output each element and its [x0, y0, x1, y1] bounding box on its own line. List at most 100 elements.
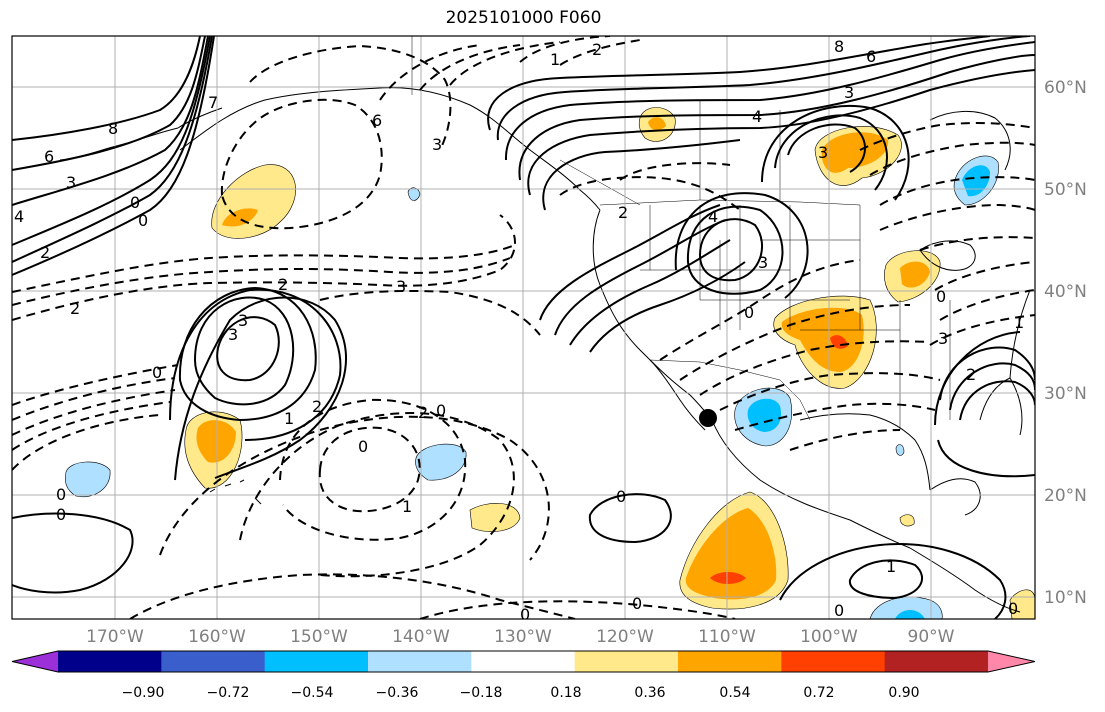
- lon-label: 120°W: [596, 627, 654, 647]
- contour-labels: 2 1 8 6 6 3 4 3 8 7 6 3 3 4 2 2 2 4 3 0 …: [14, 37, 1024, 624]
- hudson-bay-coast: [929, 110, 1011, 171]
- contour-label: 1: [402, 497, 412, 516]
- contour-line: [12, 36, 215, 276]
- colorbar-swatch: [264, 651, 369, 672]
- contour-line: [539, 204, 721, 321]
- contour-line: [939, 289, 1035, 321]
- contour-line: [848, 559, 924, 600]
- contour-line: [542, 139, 741, 211]
- baja-coast: [649, 359, 706, 431]
- contour-label: 2: [278, 275, 288, 294]
- contour-line: [619, 162, 731, 181]
- contour-line: [12, 214, 516, 321]
- shade-negative: [65, 461, 111, 498]
- contour-label: 2: [40, 243, 50, 262]
- lat-label: 20°N: [1044, 486, 1087, 506]
- contour-line: [12, 512, 134, 594]
- contour-label: 3: [844, 83, 854, 102]
- shade-positive: [469, 502, 521, 532]
- latitude-labels: 60°N 50°N 40°N 30°N 20°N 10°N: [1044, 78, 1087, 608]
- mexico-coast: [711, 419, 911, 549]
- contour-line: [554, 219, 726, 336]
- contour-line: [12, 244, 516, 293]
- lat-label: 60°N: [1044, 78, 1087, 98]
- colorbar-swatch: [781, 651, 886, 672]
- contour-line: [519, 36, 611, 63]
- lon-label: 140°W: [392, 627, 450, 647]
- contour-label: 8: [834, 37, 844, 56]
- contour-line: [569, 239, 731, 346]
- shade-positive: [900, 261, 930, 288]
- shade-positive: [648, 117, 666, 131]
- contour-line: [589, 261, 746, 353]
- contours-positive: [12, 36, 1035, 619]
- lon-label: 150°W: [290, 627, 348, 647]
- shade-negative: [895, 444, 905, 456]
- contour-label: 2: [618, 203, 628, 222]
- colorbar-ticks: −0.90 −0.72 −0.54 −0.36 −0.18 0.18 0.36 …: [122, 685, 920, 701]
- contour-line: [496, 36, 1031, 141]
- contour-label: 2: [966, 365, 976, 384]
- contour-line: [929, 314, 1035, 346]
- colorbar-extend-low: [12, 651, 58, 672]
- contour-label: 8: [108, 119, 118, 138]
- contour-line: [527, 69, 1035, 196]
- contour-line: [178, 286, 317, 422]
- contour-label: 1: [1014, 313, 1024, 332]
- central-america-coast: [909, 547, 1021, 613]
- shade-negative: [415, 443, 467, 481]
- contour-line: [879, 176, 1035, 206]
- contour-line: [319, 289, 541, 336]
- yucatan-coast: [929, 478, 981, 516]
- colorbar-swatch: [471, 651, 576, 672]
- us-mexico-border: [649, 359, 811, 421]
- contour-label: 3: [818, 143, 828, 162]
- contour-label: 6: [866, 47, 876, 66]
- contour-label: 1: [550, 50, 560, 69]
- contour-label: 2: [418, 403, 428, 422]
- contour-label: 3: [938, 329, 948, 348]
- map-panel: 2 1 8 6 6 3 4 3 8 7 6 3 3 4 2 2 2 4 3 0 …: [12, 36, 1035, 624]
- contour-line: [220, 98, 383, 230]
- map-frame: [11, 35, 1036, 620]
- contour-label: 0: [358, 437, 368, 456]
- contour-line: [12, 36, 206, 171]
- colorbar-tick-label: −0.36: [376, 685, 419, 701]
- contour-line: [12, 377, 176, 421]
- shade-positive: [710, 572, 746, 584]
- contour-line: [216, 316, 280, 382]
- contour-line: [559, 176, 741, 211]
- contour-line: [789, 429, 901, 451]
- contour-line: [588, 493, 672, 544]
- contour-line: [949, 362, 1035, 411]
- contour-line: [734, 402, 936, 431]
- contour-label: 0: [56, 505, 66, 524]
- contours-negative: [12, 36, 1035, 619]
- contour-label: 0: [632, 594, 642, 613]
- east-coast: [1009, 289, 1031, 379]
- lon-label: 110°W: [698, 627, 756, 647]
- contour-line: [699, 340, 931, 396]
- canada-province-borders: [559, 100, 781, 206]
- contour-label: 0: [436, 401, 446, 420]
- colorbar-swatch: [58, 651, 162, 672]
- colorbar-swatches: [11, 650, 1036, 673]
- colorbar: −0.90 −0.72 −0.54 −0.36 −0.18 0.18 0.36 …: [11, 650, 1036, 701]
- colorbar-swatch: [161, 651, 266, 672]
- contour-line: [159, 415, 550, 561]
- contour-line: [419, 600, 736, 619]
- great-lakes: [919, 240, 976, 271]
- lat-label: 50°N: [1044, 180, 1087, 200]
- contour-line: [787, 123, 866, 173]
- contour-line: [12, 257, 511, 306]
- contour-line: [487, 36, 991, 131]
- contour-label: 0: [520, 605, 530, 624]
- lat-label: 30°N: [1044, 384, 1087, 404]
- contour-label: 3: [396, 277, 406, 296]
- contour-label: 0: [138, 211, 148, 230]
- colorbar-tick-label: 0.54: [719, 685, 750, 701]
- contour-label: 3: [66, 173, 76, 192]
- shade-positive: [899, 514, 915, 527]
- hawaii-islands: [209, 479, 262, 505]
- contour-label: 1: [284, 409, 294, 428]
